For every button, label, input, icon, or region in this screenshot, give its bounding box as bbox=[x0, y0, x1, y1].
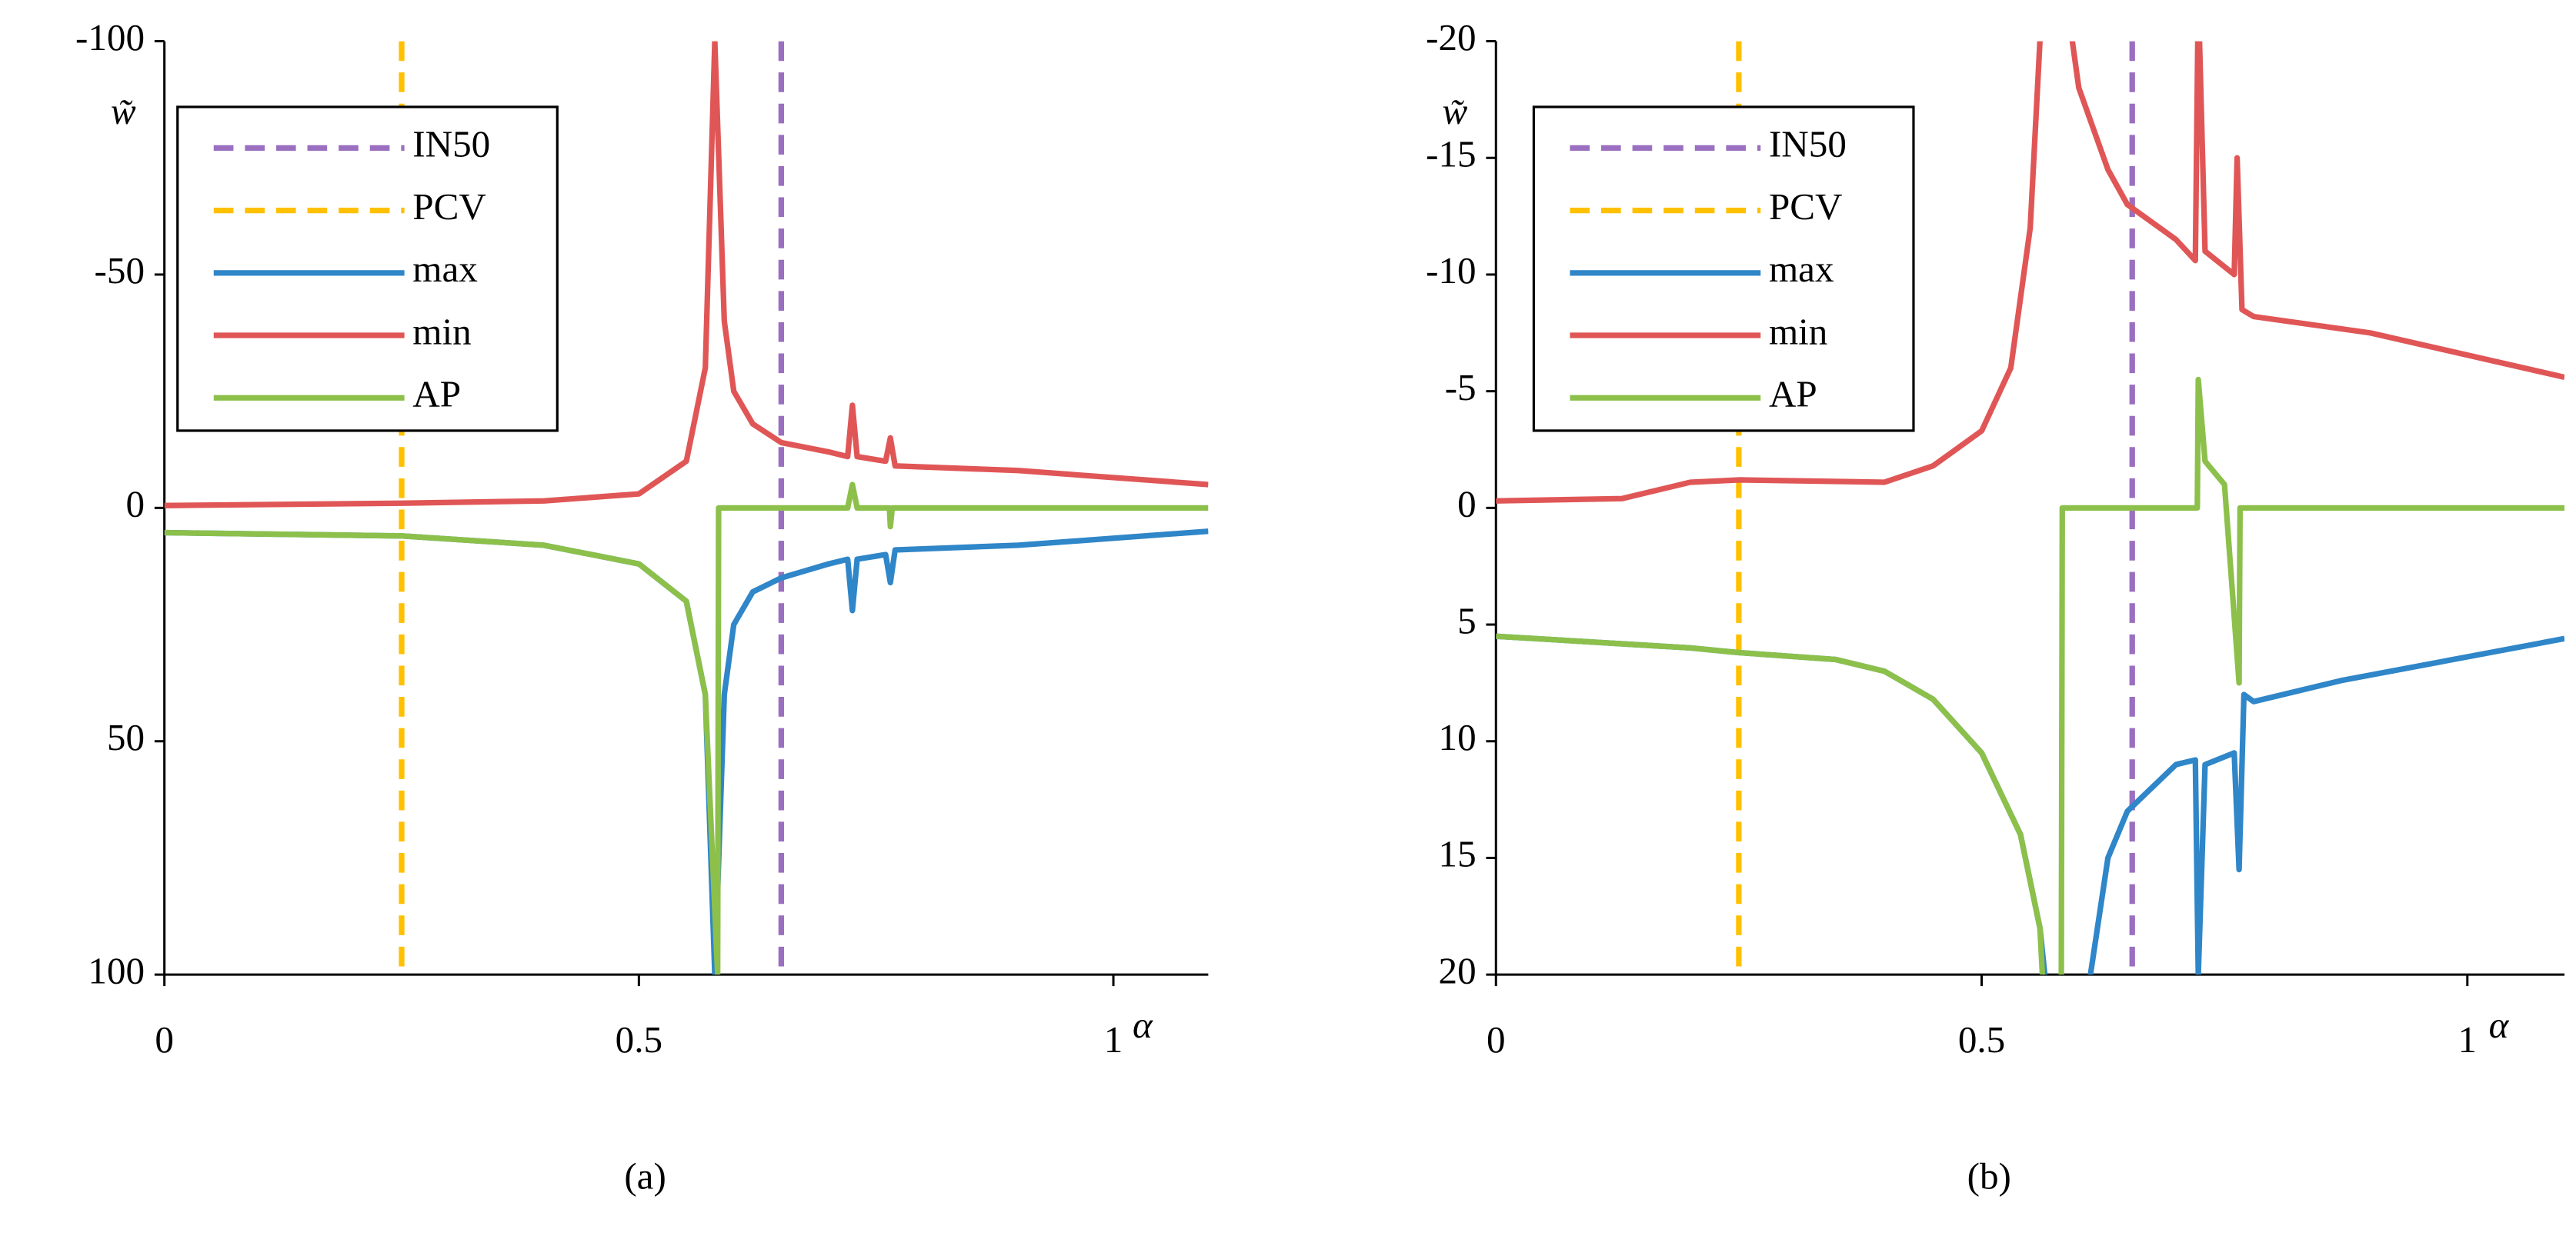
y-axis-label: w̃ bbox=[1442, 90, 1467, 132]
series-line bbox=[164, 41, 1209, 508]
x-tick-label: 0 bbox=[1487, 1018, 1506, 1061]
y-tick-label: -15 bbox=[1426, 133, 1476, 175]
x-axis-label: α bbox=[2489, 1004, 2510, 1046]
legend-label: AP bbox=[412, 372, 461, 415]
x-tick-label: 0.5 bbox=[616, 1018, 662, 1061]
legend-label: PCV bbox=[412, 185, 486, 228]
legend-label: PCV bbox=[1769, 185, 1843, 228]
y-tick-label: 50 bbox=[107, 716, 145, 758]
legend-label: IN50 bbox=[412, 123, 490, 165]
series-line bbox=[1496, 633, 2565, 975]
legend-label: IN50 bbox=[1769, 123, 1847, 165]
y-axis-label: w̃ bbox=[111, 90, 136, 132]
y-tick-label: -100 bbox=[75, 16, 145, 58]
x-tick-label: 0 bbox=[155, 1018, 174, 1061]
y-tick-label: 5 bbox=[1457, 599, 1477, 641]
y-tick-label: 100 bbox=[88, 949, 145, 991]
legend-box bbox=[176, 105, 559, 432]
y-tick-label: 20 bbox=[1439, 949, 1477, 991]
caption: (b) bbox=[1967, 1154, 2011, 1197]
series-line bbox=[1496, 376, 2565, 975]
y-tick-label: 0 bbox=[125, 483, 145, 525]
lines bbox=[164, 41, 1209, 975]
y-tick-label: 0 bbox=[1457, 483, 1477, 525]
legend-box bbox=[1532, 105, 1915, 432]
x-tick-label: 0.5 bbox=[1958, 1018, 2005, 1061]
x-tick-label: 1 bbox=[2458, 1018, 2478, 1061]
legend-label: min bbox=[1769, 310, 1827, 352]
y-tick-label: -10 bbox=[1426, 249, 1476, 292]
y-tick-label: -5 bbox=[1445, 366, 1477, 408]
legend-label: min bbox=[412, 310, 471, 352]
legend-label: max bbox=[1769, 248, 1834, 290]
legend-label: max bbox=[412, 248, 478, 290]
legend-label: AP bbox=[1769, 372, 1817, 415]
y-tick-label: 10 bbox=[1439, 716, 1477, 758]
x-tick-label: 1 bbox=[1104, 1018, 1123, 1061]
lines bbox=[1496, 41, 2565, 975]
y-tick-label: 15 bbox=[1439, 833, 1477, 875]
series-line bbox=[1496, 41, 2565, 504]
y-tick-label: -50 bbox=[95, 249, 145, 292]
caption: (a) bbox=[624, 1154, 666, 1197]
series-line bbox=[164, 481, 1209, 975]
y-tick-label: -20 bbox=[1426, 16, 1476, 58]
x-axis-label: α bbox=[1133, 1004, 1153, 1046]
